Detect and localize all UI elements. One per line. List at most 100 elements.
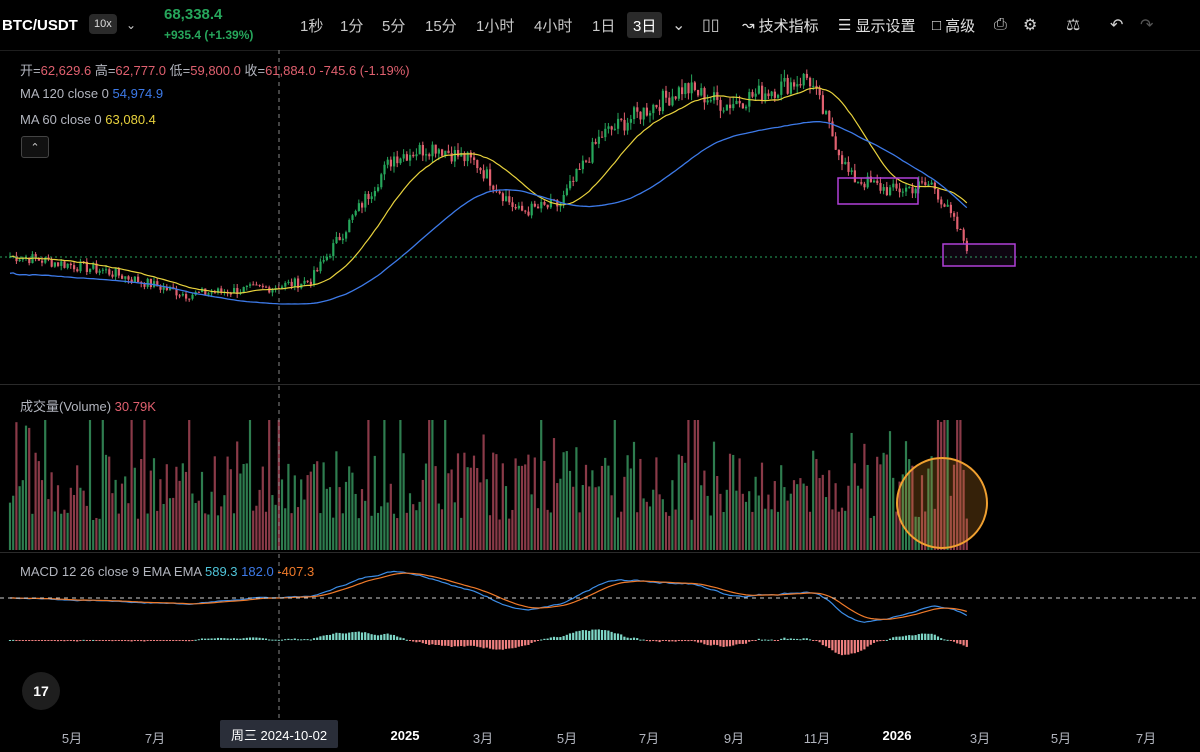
candle (741, 103, 744, 109)
macd-histogram-bar (488, 640, 492, 649)
candle (60, 261, 63, 266)
candle (841, 155, 844, 165)
candle (281, 286, 284, 289)
macd-histogram-bar (101, 640, 104, 641)
candle (799, 84, 802, 86)
candle (393, 156, 396, 167)
macd-histogram-bar (866, 640, 869, 647)
interval-15m[interactable]: 15分 (425, 17, 457, 35)
x-axis-label: 5月 (556, 731, 578, 746)
interval-1m[interactable]: 1分 (340, 17, 364, 35)
interval-dropdown-icon[interactable]: ⌄ (672, 17, 686, 34)
interval-3d[interactable]: 3日 (627, 12, 663, 38)
interval-1h[interactable]: 1小时 (476, 17, 515, 35)
candle (220, 288, 223, 293)
list-icon: ☰ (838, 17, 852, 34)
macd-histogram-bar (472, 640, 476, 646)
macd-histogram-layer (8, 629, 968, 656)
macd-legend[interactable]: MACD 12 26 close 9 EMA EMA 589.3 182.0 -… (20, 564, 314, 579)
macd-histogram-bar (920, 633, 924, 640)
volume-bar (690, 519, 693, 550)
volume-bar (511, 509, 514, 550)
collapse-legend-button[interactable]: ⌃ (21, 136, 49, 158)
candle (197, 291, 200, 293)
macd-histogram-bar (607, 630, 610, 640)
candle (377, 187, 380, 191)
symbol-name[interactable]: BTC/USDT (2, 16, 78, 34)
volume-bar (901, 474, 904, 550)
candle-type-icon[interactable]: ▯▯ (702, 17, 720, 34)
signal-line (10, 572, 967, 620)
macd-histogram-bar (639, 639, 642, 641)
display-settings-button[interactable]: ☰ 显示设置 (838, 0, 915, 50)
macd-histogram-bar (444, 640, 447, 646)
candle (521, 205, 524, 211)
macd-histogram-bar (924, 633, 927, 640)
volume-bar (757, 495, 760, 550)
interval-5m[interactable]: 5分 (382, 17, 406, 35)
macd-histogram-bar (402, 638, 405, 640)
redo-icon[interactable]: ↷ (1140, 17, 1154, 34)
volume-bar (88, 420, 92, 550)
macd-histogram-bar (130, 640, 133, 642)
candle (524, 210, 527, 212)
pane-separator-macd[interactable] (0, 552, 1200, 553)
candle (917, 181, 920, 189)
indicators-button[interactable]: ↝ 技术指标 (742, 0, 819, 50)
volume-bar (847, 485, 850, 550)
macd-histogram-bar (610, 631, 613, 640)
macd-histogram-bar (895, 636, 898, 640)
macd-histogram-bar (917, 634, 920, 640)
interval-4h[interactable]: 4小时 (534, 17, 573, 35)
volume-bar (421, 479, 424, 550)
macd-histogram-bar (744, 640, 748, 644)
interval-1s[interactable]: 1秒 (300, 17, 324, 35)
tradingview-logo[interactable]: 17 (22, 672, 60, 710)
volume-bar (911, 465, 914, 550)
candle (623, 119, 626, 131)
macd-histogram-bar (408, 640, 412, 641)
volume-bar (917, 516, 920, 550)
macd-histogram-bar (911, 635, 914, 640)
volume-bar (367, 420, 370, 550)
candle (418, 144, 421, 155)
gear-icon[interactable]: ⚙ (1023, 17, 1038, 34)
candle (725, 104, 728, 111)
x-axis-label: 3月 (472, 731, 494, 746)
candle (933, 182, 936, 190)
macd-histogram-bar (776, 640, 780, 641)
macd-histogram-bar (821, 640, 824, 646)
volume-bar (716, 476, 719, 550)
volume-bar (53, 511, 56, 550)
candle (210, 292, 213, 294)
advanced-button[interactable]: □ 高级 (932, 0, 975, 50)
macd-histogram-bar (661, 640, 664, 641)
macd-histogram-bar (850, 640, 853, 654)
candle (962, 229, 965, 241)
undo-icon[interactable]: ↶ (1110, 17, 1124, 34)
macd-histogram-bar (188, 640, 191, 642)
candle (847, 161, 850, 172)
interval-1d[interactable]: 1日 (592, 17, 616, 35)
ma120-legend[interactable]: MA 120 close 0 54,974.9 (20, 86, 163, 101)
candle (66, 263, 69, 268)
ma60-legend[interactable]: MA 60 close 0 63,080.4 (20, 112, 156, 127)
candle (482, 170, 485, 179)
chart-canvas[interactable] (0, 50, 1200, 752)
candle (412, 154, 415, 157)
macd-histogram-bar (248, 637, 252, 640)
candle (261, 285, 264, 287)
macd-histogram-bar (882, 640, 885, 641)
candle (364, 193, 367, 208)
leverage-badge[interactable]: 10x (89, 14, 117, 34)
pane-separator-volume[interactable] (0, 384, 1200, 385)
volume-bar (296, 507, 300, 550)
volume-bar (469, 467, 472, 550)
snapshot-icon[interactable]: ⎙ (994, 16, 1007, 33)
candle (629, 119, 632, 123)
chevron-down-icon[interactable]: ⌄ (126, 18, 137, 32)
volume-legend[interactable]: 成交量(Volume) 30.79K (20, 396, 156, 415)
macd-histogram-bar (232, 638, 236, 640)
volume-bar (194, 503, 197, 550)
balance-icon[interactable]: ⚖ (1066, 17, 1081, 34)
